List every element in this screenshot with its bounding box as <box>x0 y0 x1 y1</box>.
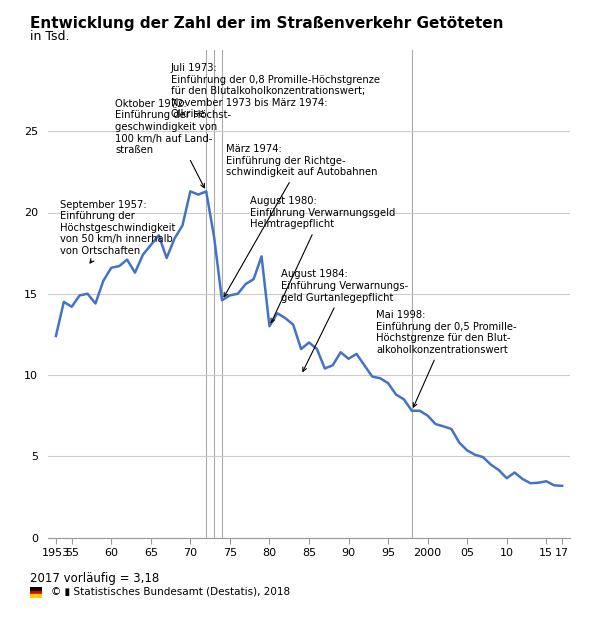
Text: September 1957:
Einführung der
Höchstgeschwindigkeit
von 50 km/h innerhalb
von O: September 1957: Einführung der Höchstges… <box>60 199 175 263</box>
Text: Oktober 1972:
Einführung der Höchst-
geschwindigkeit von
100 km/h auf Land-
stra: Oktober 1972: Einführung der Höchst- ges… <box>115 99 232 188</box>
Text: August 1984:
Einführung Verwarnungs-
geld Gurtanlegepflicht: August 1984: Einführung Verwarnungs- gel… <box>281 269 409 371</box>
Bar <box>30 591 42 594</box>
Text: Entwicklung der Zahl der im Straßenverkehr Getöteten: Entwicklung der Zahl der im Straßenverke… <box>30 16 503 31</box>
Text: 2017 vorläufig = 3,18: 2017 vorläufig = 3,18 <box>30 572 159 585</box>
Text: August 1980:
Einführung Verwarnungsgeld
Helmtragepflicht: August 1980: Einführung Verwarnungsgeld … <box>250 196 395 322</box>
Text: Juli 1973:
Einführung der 0,8 Promille-Höchstgrenze
für den Blutalkoholkonzentra: Juli 1973: Einführung der 0,8 Promille-H… <box>170 63 380 119</box>
Bar <box>30 594 42 598</box>
Text: Mai 1998:
Einführung der 0,5 Promille-
Höchstgrenze für den Blut-
alkoholkonzent: Mai 1998: Einführung der 0,5 Promille- H… <box>376 310 517 407</box>
Text: März 1974:
Einführung der Richtge-
schwindigkeit auf Autobahnen: März 1974: Einführung der Richtge- schwi… <box>224 144 377 297</box>
Text: in Tsd.: in Tsd. <box>30 30 70 43</box>
Bar <box>30 587 42 591</box>
Text: © ▮ Statistisches Bundesamt (Destatis), 2018: © ▮ Statistisches Bundesamt (Destatis), … <box>51 587 290 597</box>
